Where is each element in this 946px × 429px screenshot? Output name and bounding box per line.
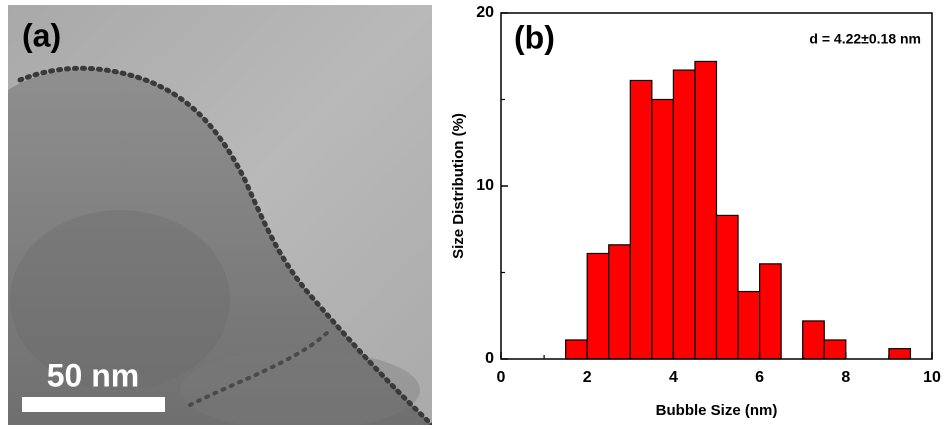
bar	[608, 244, 631, 360]
scale-bar	[22, 397, 165, 412]
y-tick-label: 10	[476, 177, 494, 194]
scale-bar-label: 50 nm	[47, 357, 139, 393]
x-tick-label: 10	[923, 369, 941, 386]
bar	[565, 339, 588, 360]
bar	[802, 320, 825, 360]
bar	[758, 263, 782, 360]
bar	[672, 69, 696, 360]
tem-image	[8, 5, 432, 425]
panel-label: (b)	[514, 19, 555, 55]
bar	[737, 290, 761, 360]
y-axis-label: Size Distribution (%)	[450, 113, 467, 259]
annotation: d = 4.22±0.18 nm	[809, 31, 921, 47]
y-tick-label: 20	[476, 4, 494, 21]
x-tick-label: 0	[497, 369, 506, 386]
x-tick-label: 4	[669, 369, 678, 386]
bar	[823, 339, 847, 360]
bar	[586, 252, 610, 360]
y-tick-label: 0	[485, 350, 494, 367]
bar	[629, 79, 653, 360]
x-tick-label: 2	[583, 369, 592, 386]
bar	[694, 60, 718, 360]
x-axis-label: Bubble Size (nm)	[656, 402, 778, 419]
x-tick-label: 8	[841, 369, 850, 386]
bar	[888, 348, 912, 360]
x-tick-label: 6	[755, 369, 764, 386]
panel-label: (a)	[22, 17, 61, 53]
bar	[651, 98, 674, 360]
bar	[715, 214, 739, 360]
